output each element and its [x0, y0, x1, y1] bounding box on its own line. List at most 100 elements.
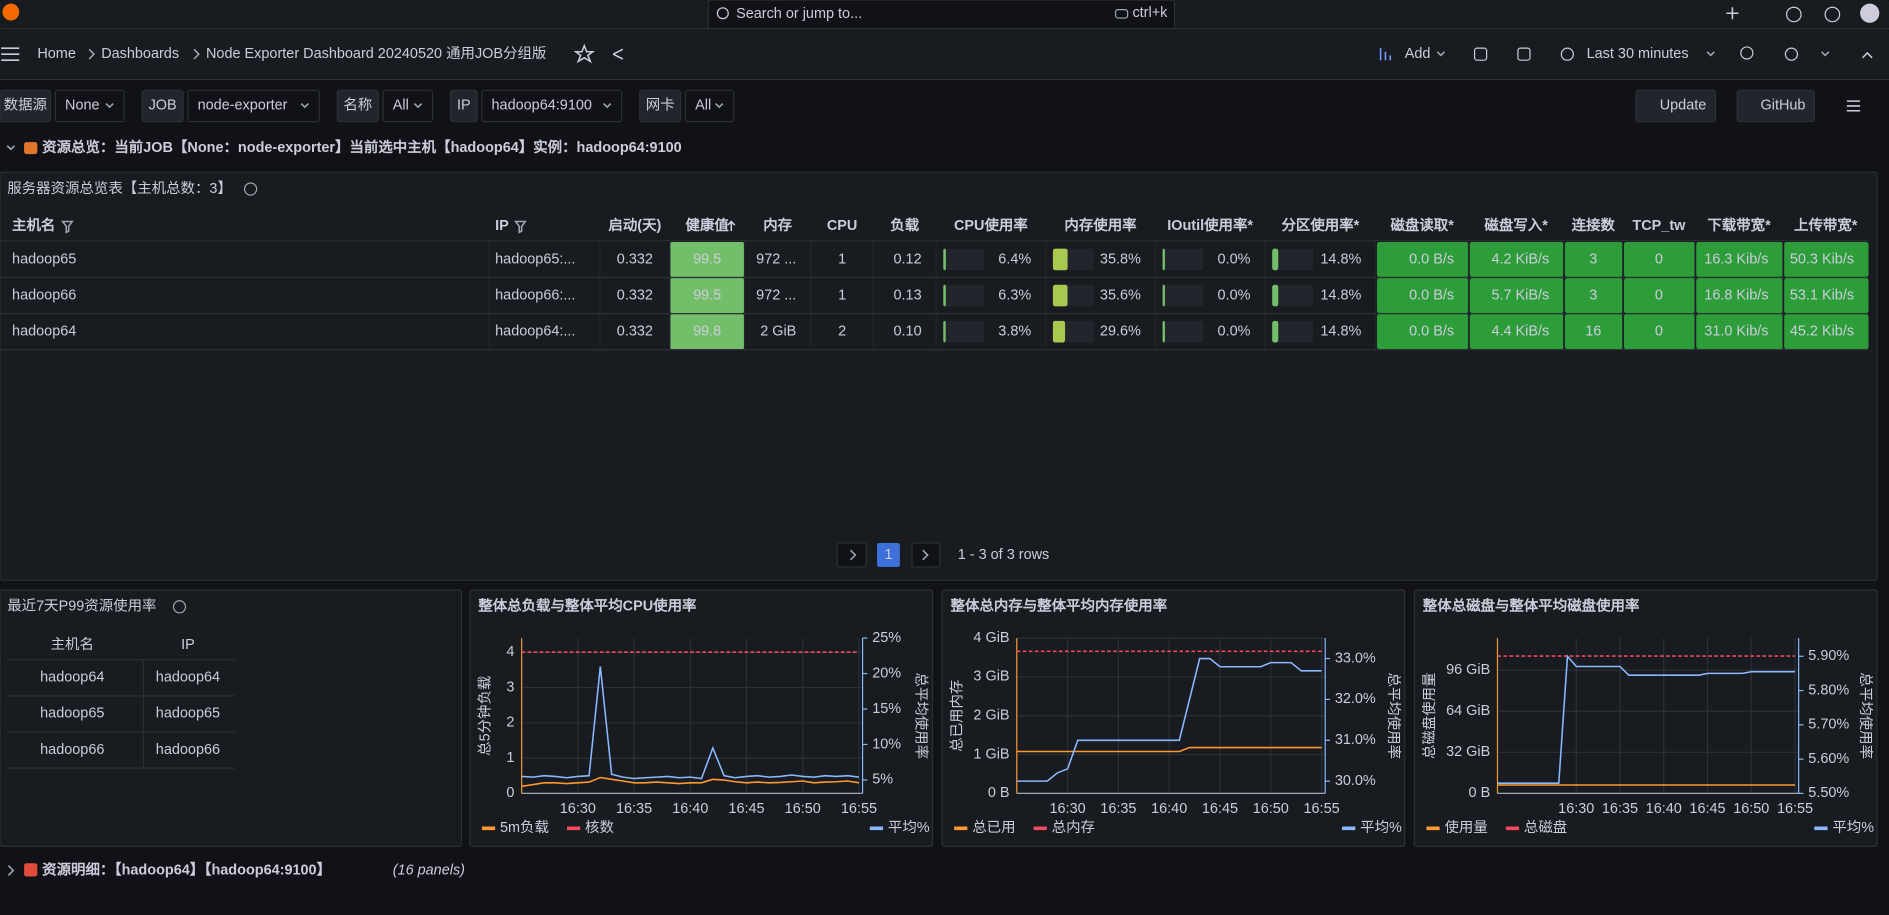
y2-axis-label: 总平均使用率	[913, 672, 930, 759]
plus-icon[interactable]	[1726, 7, 1739, 20]
status-cell	[1564, 241, 1623, 277]
y2-tick-label: 5.70%	[1808, 717, 1849, 733]
y2-tick-label: 10%	[872, 736, 901, 752]
gauge-fill	[1272, 320, 1279, 343]
panel-title: 整体总负载与整体平均CPU使用率	[478, 597, 696, 615]
y2-tick-label: 5%	[872, 772, 893, 788]
gauge-fill	[943, 320, 946, 343]
table-cell: 0.12	[893, 251, 921, 267]
table-cell: 16.3 Kib/s	[1704, 251, 1768, 267]
y-tick-label: 3 GiB	[973, 669, 1009, 685]
x-tick-label: 16:55	[1304, 801, 1340, 817]
button[interactable]	[1736, 89, 1815, 123]
status-cell	[1784, 241, 1869, 277]
gauge-bg	[1162, 320, 1204, 343]
y2-tick-label: 33.0%	[1335, 650, 1376, 666]
table-cell: 16	[1585, 324, 1601, 340]
column-header: 下载带宽*	[1707, 216, 1771, 234]
variable-label	[449, 89, 478, 123]
table-cell: 6.3%	[998, 287, 1031, 303]
x-tick-label: 16:55	[841, 801, 877, 817]
series-line	[521, 666, 860, 780]
legend-label: 平均%	[1360, 819, 1402, 836]
y2-tick-label: 30.0%	[1335, 773, 1376, 789]
page-next[interactable]	[911, 542, 941, 568]
table-cell: 0.13	[893, 287, 921, 303]
x-tick-label: 16:35	[616, 801, 652, 817]
status-cell	[1696, 241, 1783, 277]
y2-tick-label: 5.90%	[1808, 648, 1849, 664]
variable-select[interactable]	[481, 89, 623, 123]
x-tick-label: 16:45	[728, 801, 764, 817]
y-tick-label: 2	[506, 715, 514, 731]
refresh-icon[interactable]	[1784, 47, 1799, 61]
y-tick-label: 2 GiB	[973, 708, 1009, 724]
column-header: 上传带宽*	[1794, 216, 1858, 234]
x-tick-label: 16:50	[785, 801, 821, 817]
breadcrumb: Dashboards	[101, 46, 179, 62]
clock-icon	[1560, 47, 1574, 61]
button[interactable]	[1635, 89, 1717, 123]
table-cell: 99.8	[693, 324, 721, 340]
avatar[interactable]	[1860, 3, 1880, 23]
sort-icon[interactable]	[727, 220, 736, 232]
gauge-fill	[1162, 320, 1165, 343]
column-header: 连接数	[1572, 216, 1616, 234]
table-cell: hadoop64	[156, 670, 220, 686]
x-tick-label: 16:40	[1646, 801, 1682, 817]
table-cell: hadoop64	[12, 324, 76, 340]
gauge-bg	[1162, 284, 1204, 307]
filter-icon[interactable]	[514, 220, 527, 234]
star-icon[interactable]	[573, 43, 596, 64]
collapse-icon[interactable]	[1861, 51, 1873, 59]
y2-tick-label: 25%	[872, 630, 901, 646]
zoom-icon[interactable]	[1740, 46, 1754, 60]
variable-select[interactable]	[187, 89, 320, 123]
status-cell	[1564, 314, 1623, 350]
search-icon	[716, 7, 729, 20]
legend-label: 使用量	[1444, 819, 1487, 836]
table-cell: hadoop64	[40, 670, 104, 686]
table-cell: hadoop65:...	[495, 251, 575, 267]
table-cell: 0.332	[617, 324, 653, 340]
chevron	[715, 102, 724, 109]
table-cell: 1	[838, 287, 846, 303]
table-cell: hadoop65	[40, 706, 104, 722]
page-current[interactable]	[877, 542, 900, 568]
column-header: 磁盘写入*	[1484, 216, 1548, 234]
icon[interactable]	[1824, 6, 1841, 23]
x-tick-label: 16:40	[672, 801, 708, 817]
menu-icon[interactable]	[1, 47, 20, 61]
variable-label: 网卡	[646, 97, 675, 114]
variable-select[interactable]	[684, 89, 735, 123]
column-header: 健康值	[686, 216, 730, 234]
chevron	[1706, 51, 1715, 57]
icon[interactable]	[1517, 47, 1531, 61]
table-cell: 0.0%	[1218, 324, 1251, 340]
gauge-fill	[1052, 248, 1068, 271]
icon[interactable]	[1785, 6, 1802, 23]
status-cell	[1696, 278, 1783, 314]
table-cell: 0.10	[893, 324, 921, 340]
y2-axis-label: 总平均使用率	[1857, 672, 1874, 759]
panel-title: 整体总内存与整体平均内存使用率	[951, 597, 1168, 615]
status-cell	[1784, 278, 1869, 314]
x-tick-label: 16:55	[1777, 801, 1813, 817]
gauge-bg	[1272, 284, 1314, 307]
icon[interactable]	[1473, 47, 1488, 61]
variable-select[interactable]	[382, 89, 434, 123]
table-cell: 4.4 KiB/s	[1491, 324, 1549, 340]
y2-tick-label: 5.80%	[1808, 682, 1849, 698]
variable-select[interactable]	[54, 89, 125, 123]
table-cell: 0.0 B/s	[1409, 287, 1454, 303]
page-prev[interactable]	[836, 542, 867, 568]
gauge-bg	[1272, 248, 1314, 271]
filter-icon[interactable]	[61, 220, 74, 234]
row-title: 资源明细：【hadoop64】【hadoop64:9100】	[42, 860, 331, 878]
menu-icon[interactable]	[1846, 100, 1861, 112]
x-tick-label: 16:45	[1689, 801, 1725, 817]
panel	[941, 589, 1406, 847]
search-placeholder: Search or jump to...	[736, 6, 862, 22]
gauge-fill	[1272, 284, 1279, 307]
share-icon[interactable]	[612, 48, 624, 60]
